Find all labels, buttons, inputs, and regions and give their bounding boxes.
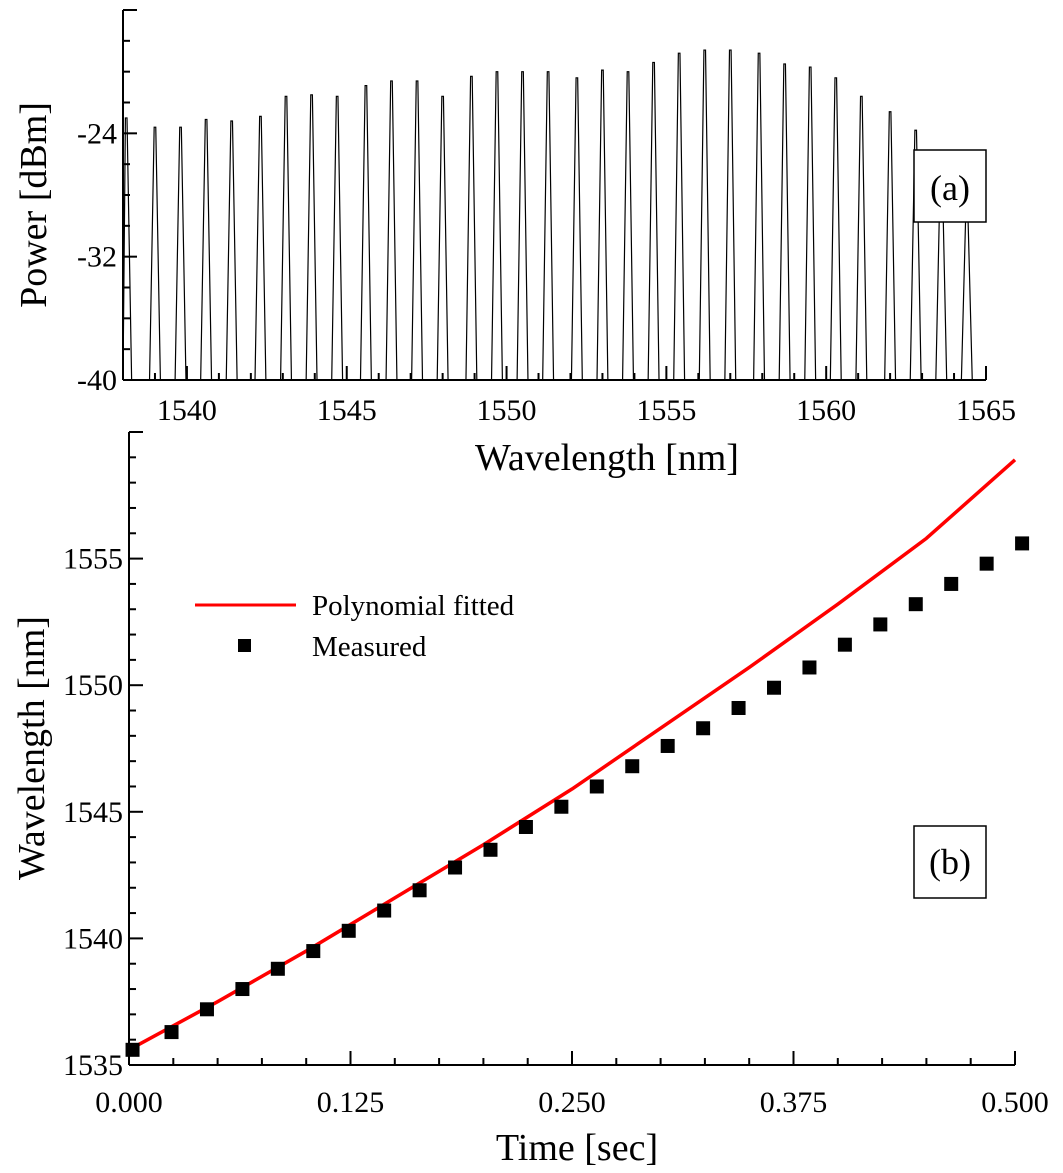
- panel-b-measured-point: [731, 700, 746, 715]
- panel-a-x-tick-label: 1555: [636, 394, 696, 427]
- panel-b-measured-point: [448, 860, 463, 875]
- panel-a-y-axis-label: Power [dBm]: [13, 102, 55, 308]
- panel-b-fit-group: [128, 458, 1017, 1052]
- panel-a-x-tick-label: 1550: [477, 394, 537, 427]
- panel-b-measured-point: [412, 883, 427, 898]
- panel-b-measured-point: [660, 738, 675, 753]
- panel-b-y-tick-label: 1545: [63, 796, 123, 829]
- panel-a: 1540 1545 1550 1555 1560 1565 -24 -32 -40 Wavel…: [13, 9, 1016, 479]
- panel-b-fit-line: [128, 458, 1017, 1052]
- panel-b-y-tick-label: 1540: [63, 922, 123, 955]
- legend-fit-label: Polynomial fitted: [312, 590, 515, 622]
- panel-b-measured-points: [125, 536, 1030, 1057]
- panel-b-measured-point: [944, 576, 959, 591]
- panel-b-x-tick-label: 0.250: [538, 1086, 606, 1119]
- panel-b-y-axis-label: Wavelength [nm]: [11, 616, 53, 880]
- panel-a-x-tick-label: 1565: [956, 394, 1016, 427]
- panel-b-measured-point: [696, 721, 711, 736]
- panel-b-measured-point: [979, 556, 994, 571]
- panel-b-x-tick-label: 0.500: [981, 1086, 1049, 1119]
- panel-b-measured-point: [125, 1042, 140, 1057]
- panel-b-measured-point: [235, 982, 250, 997]
- panel-b-x-tick-label: 0.000: [95, 1086, 163, 1119]
- panel-b-x-tick-labels: 0.000 0.125 0.250 0.375 0.500: [95, 1086, 1049, 1119]
- panel-b-y-tick-label: 1535: [63, 1049, 123, 1082]
- panel-a-y-tick-label: -40: [77, 364, 117, 397]
- panel-a-x-axis-label: Wavelength [nm]: [475, 437, 739, 479]
- panel-b-x-axis-label: Time [sec]: [496, 1127, 658, 1169]
- panel-a-label-box: [913, 149, 987, 223]
- panel-b-measured-point: [767, 680, 782, 695]
- panel-b: 0.000 0.125 0.250 0.375 0.500 15351540154515…: [11, 431, 1049, 1169]
- panel-b-measured-point: [306, 944, 321, 959]
- panel-b-measured-point: [908, 597, 923, 612]
- legend-measured-label: Measured: [312, 631, 427, 663]
- panel-b-measured-point: [589, 779, 604, 794]
- panel-b-y-tick-labels: 1535 1540 1545 1550 1555: [63, 543, 123, 1082]
- panel-b-label-box: [913, 825, 987, 899]
- panel-a-spectrum-trace: [122, 49, 986, 381]
- panel-b-measured-point: [270, 961, 285, 976]
- panel-b-measured-point: [377, 903, 392, 918]
- panel-b-measured-point: [164, 1025, 179, 1040]
- panel-b-panel-label: (b): [929, 842, 971, 882]
- panel-b-y-tick-label: 1550: [63, 669, 123, 702]
- panel-a-trace-group: [122, 49, 986, 381]
- panel-a-x-tick-label: 1560: [796, 394, 856, 427]
- panel-b-measured-point: [1015, 536, 1030, 551]
- panel-a-panel-label: (a): [930, 168, 970, 208]
- panel-b-measured-point: [341, 923, 356, 938]
- panel-b-measured-point: [837, 637, 852, 652]
- panel-b-measured-point: [873, 617, 888, 632]
- panel-b-measured-point: [518, 819, 533, 834]
- panel-a-x-tick-label: 1545: [317, 394, 377, 427]
- panel-a-x-tick-label: 1540: [157, 394, 217, 427]
- panel-a-y-tick-labels: -24 -32 -40: [77, 117, 117, 397]
- panel-b-measured-point: [199, 1002, 214, 1017]
- panel-b-measured-point: [483, 842, 498, 857]
- panel-b-x-tick-label: 0.125: [317, 1086, 385, 1119]
- legend-measured-swatch: [238, 639, 251, 652]
- panel-b-x-tick-label: 0.375: [760, 1086, 828, 1119]
- panel-b-measured-point: [554, 799, 569, 814]
- panel-b-y-tick-label: 1555: [63, 543, 123, 576]
- panel-a-y-tick-label: -24: [77, 117, 117, 150]
- panel-a-x-tick-labels: 1540 1545 1550 1555 1560 1565: [157, 394, 1016, 427]
- panel-a-ticks: [122, 9, 987, 381]
- panel-b-measured-point: [802, 660, 817, 675]
- panel-a-y-tick-label: -32: [77, 241, 117, 274]
- panel-b-measured-point: [625, 759, 640, 774]
- panel-b-ticks: [128, 431, 1016, 1066]
